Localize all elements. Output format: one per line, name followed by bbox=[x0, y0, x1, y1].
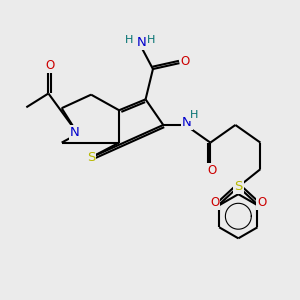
Text: O: O bbox=[45, 59, 55, 72]
Text: H: H bbox=[147, 34, 156, 45]
Text: O: O bbox=[181, 55, 190, 68]
Text: H: H bbox=[190, 110, 198, 120]
Text: O: O bbox=[257, 196, 266, 209]
Text: N: N bbox=[182, 116, 192, 128]
Text: H: H bbox=[125, 34, 134, 45]
Text: N: N bbox=[70, 126, 80, 139]
Text: S: S bbox=[87, 151, 95, 164]
Text: N: N bbox=[136, 36, 146, 49]
Text: O: O bbox=[207, 164, 217, 177]
Text: S: S bbox=[234, 180, 242, 193]
Text: O: O bbox=[210, 196, 219, 209]
